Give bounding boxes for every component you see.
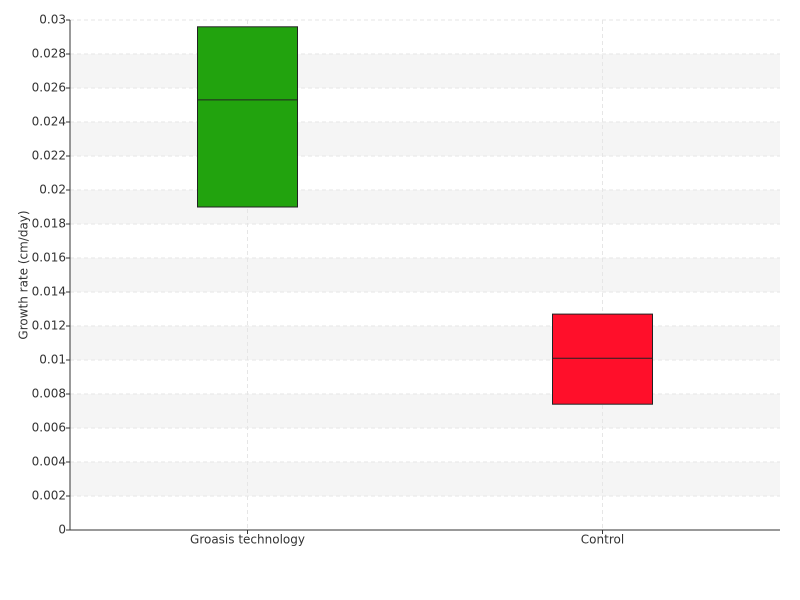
y-tick-label: 0.004 bbox=[32, 455, 66, 469]
y-tick-label: 0.012 bbox=[32, 319, 66, 333]
y-tick-label: 0.028 bbox=[32, 47, 66, 61]
y-tick-label: 0.024 bbox=[32, 115, 66, 129]
y-tick-label: 0.01 bbox=[39, 353, 66, 367]
x-tick-label: Groasis technology bbox=[190, 533, 305, 547]
y-tick-label: 0.006 bbox=[32, 421, 66, 435]
y-tick-label: 0.026 bbox=[32, 81, 66, 95]
grid-band bbox=[70, 258, 780, 292]
y-tick-label: 0.014 bbox=[32, 285, 66, 299]
box bbox=[197, 26, 298, 208]
y-tick-label: 0.02 bbox=[39, 183, 66, 197]
grid-band bbox=[70, 122, 780, 156]
grid-band bbox=[70, 394, 780, 428]
grid-band bbox=[70, 190, 780, 224]
grid-band bbox=[70, 326, 780, 360]
y-tick-label: 0.018 bbox=[32, 217, 66, 231]
y-tick-label: 0.016 bbox=[32, 251, 66, 265]
x-tick-label: Control bbox=[581, 533, 624, 547]
grid-band bbox=[70, 462, 780, 496]
y-tick-label: 0.03 bbox=[39, 13, 66, 27]
y-tick-label: 0.022 bbox=[32, 149, 66, 163]
box bbox=[552, 313, 653, 405]
y-tick-label: 0 bbox=[58, 523, 66, 537]
y-axis-label: Growth rate (cm/day) bbox=[17, 210, 31, 339]
y-tick-label: 0.002 bbox=[32, 489, 66, 503]
y-tick-label: 0.008 bbox=[32, 387, 66, 401]
grid-band bbox=[70, 54, 780, 88]
